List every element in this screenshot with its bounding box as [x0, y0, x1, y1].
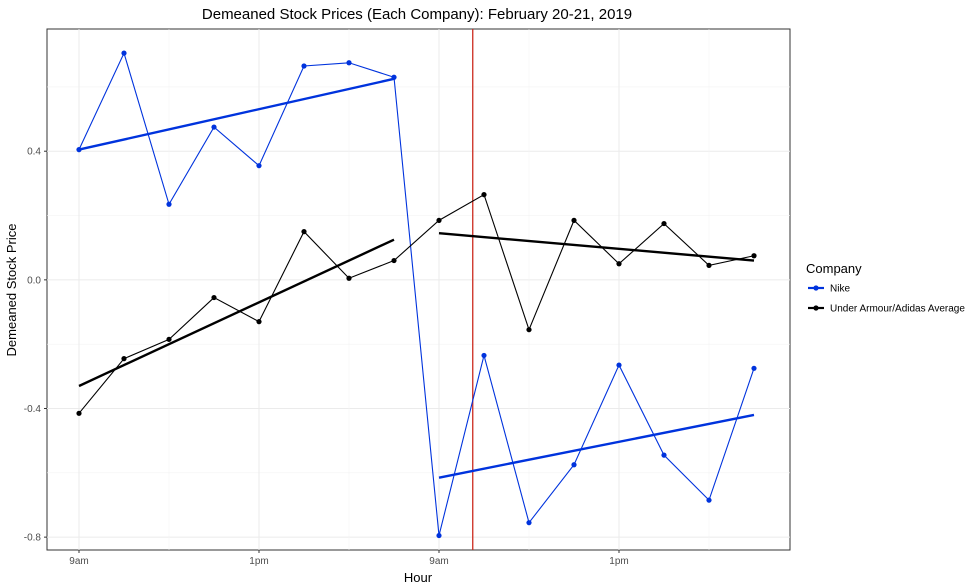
data-point-ua-adidas-average [481, 192, 487, 198]
legend-key-point-ua-adidas-average [813, 305, 819, 311]
data-point-ua-adidas-average [256, 319, 262, 325]
data-point-nike [256, 163, 262, 169]
data-point-ua-adidas-average [301, 229, 307, 235]
x-tick-label: 9am [69, 556, 88, 567]
data-point-ua-adidas-average [346, 275, 352, 281]
x-tick-label: 1pm [249, 556, 268, 567]
y-axis-title: Demeaned Stock Price [4, 224, 19, 357]
data-point-ua-adidas-average [166, 336, 172, 342]
y-tick-label: 0.4 [27, 147, 41, 158]
trend-line-ua-adidas-average [78, 238, 395, 388]
data-point-nike [391, 74, 397, 80]
y-tick-label: -0.4 [24, 404, 42, 415]
data-point-nike [346, 60, 352, 66]
data-point-nike [616, 362, 622, 368]
series-line-ua-adidas-average [78, 193, 755, 414]
legend: Company Nike Under Armour/Adidas Average [806, 261, 965, 315]
x-tick-label: 1pm [609, 556, 628, 567]
data-point-nike [706, 497, 712, 503]
data-point-ua-adidas-average [751, 253, 757, 259]
data-point-nike [751, 365, 757, 371]
chart-title: Demeaned Stock Prices (Each Company): Fe… [202, 6, 632, 23]
legend-title: Company [806, 261, 862, 276]
series-line-nike [78, 51, 755, 536]
legend-label-ua-adidas-average: Under Armour/Adidas Average [830, 304, 965, 315]
data-point-ua-adidas-average [211, 294, 217, 301]
data-point-ua-adidas-average [526, 327, 532, 333]
y-tick-label: -0.8 [24, 533, 42, 544]
series-ua-adidas-average [76, 192, 757, 416]
data-point-nike [211, 124, 217, 130]
data-point-nike [121, 50, 127, 56]
data-point-nike [481, 352, 487, 359]
y-tick-label: 0.0 [27, 275, 41, 286]
data-point-nike [436, 532, 442, 539]
data-point-ua-adidas-average [706, 262, 712, 268]
plot-panel [46, 28, 791, 551]
trend-line-nike [438, 413, 755, 479]
data-point-nike [76, 147, 82, 153]
data-point-ua-adidas-average [391, 257, 397, 264]
data-point-nike [166, 201, 172, 207]
data-point-nike [571, 462, 577, 468]
x-tick-label: 9am [429, 556, 448, 567]
trend-line-ua-adidas-average [438, 232, 755, 262]
data-point-ua-adidas-average [571, 217, 577, 223]
data-point-ua-adidas-average [436, 217, 442, 223]
data-point-nike [526, 520, 532, 526]
legend-key-point-nike [813, 285, 819, 291]
legend-label-nike: Nike [830, 284, 850, 295]
data-point-ua-adidas-average [121, 356, 127, 362]
axes: -0.8 -0.4 0.0 0.4 9am 1pm 9am 1pm [24, 147, 629, 567]
series-layer [76, 29, 757, 550]
data-point-ua-adidas-average [661, 220, 667, 227]
series-nike [76, 50, 757, 539]
x-axis-title: Hour [404, 570, 433, 585]
trend-line-nike [78, 77, 395, 151]
grid [47, 29, 790, 550]
data-point-nike [301, 63, 307, 69]
data-point-ua-adidas-average [76, 410, 82, 416]
data-point-ua-adidas-average [616, 261, 622, 267]
data-point-nike [661, 452, 667, 458]
